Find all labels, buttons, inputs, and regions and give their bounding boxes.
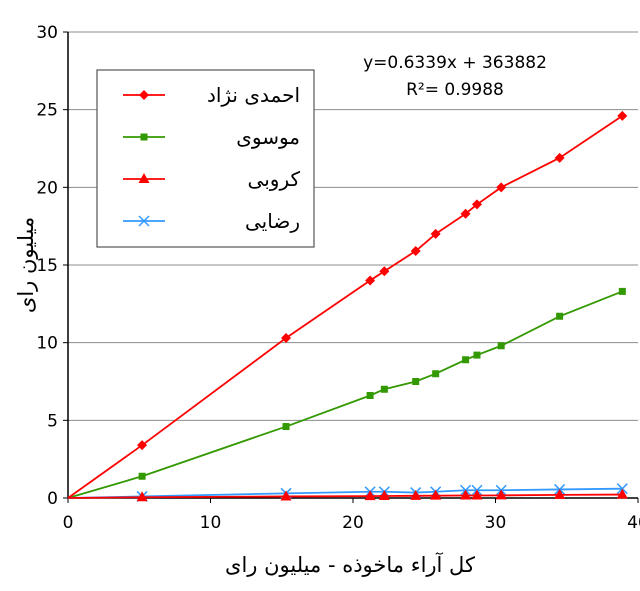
data-point xyxy=(460,208,471,219)
legend-marker-2 xyxy=(138,173,150,183)
legend-label-2: کروبی xyxy=(248,167,301,191)
series-line-3 xyxy=(67,487,623,499)
legend-marker-0 xyxy=(139,90,149,100)
x-tick-label: 10 xyxy=(200,513,222,533)
x-tick-labels: 0 10 20 30 40 xyxy=(63,513,640,533)
series-group xyxy=(67,110,628,502)
y-axis-label: میلیون رای xyxy=(14,217,38,313)
data-point xyxy=(280,490,292,501)
data-point xyxy=(378,489,390,500)
legend-label-0: احمدی نژاد xyxy=(207,83,300,107)
legend-marker-3 xyxy=(138,215,150,227)
y-tick-label: 15 xyxy=(36,256,58,276)
data-point xyxy=(412,378,420,385)
data-point xyxy=(473,351,481,359)
y-tick-label: 25 xyxy=(36,101,58,121)
x-tick-label: 20 xyxy=(342,513,364,533)
data-point xyxy=(462,356,470,364)
data-point xyxy=(380,385,388,393)
data-point xyxy=(137,440,148,451)
data-point xyxy=(430,489,442,500)
data-point xyxy=(410,489,422,500)
data-point xyxy=(497,342,505,350)
y-tick-label: 20 xyxy=(36,178,58,198)
data-point xyxy=(364,490,376,501)
legend-label-1: موسوی xyxy=(236,125,300,149)
x-tick-label: 40 xyxy=(627,513,640,533)
legend-box xyxy=(96,69,315,248)
series-line-2 xyxy=(67,493,623,499)
x-tick-label: 0 xyxy=(63,513,74,533)
data-point xyxy=(379,266,390,277)
series-line-1 xyxy=(67,290,623,499)
annotation-equation: y=0.6339x + 363882 xyxy=(363,53,547,73)
data-point xyxy=(471,489,483,500)
data-point xyxy=(554,488,566,499)
data-point xyxy=(495,489,507,500)
data-point xyxy=(138,472,146,480)
data-point xyxy=(556,312,564,320)
data-point xyxy=(430,228,441,239)
data-point xyxy=(616,488,628,499)
legend-label-3: رضایی xyxy=(245,209,300,233)
data-point xyxy=(617,110,628,121)
y-tick-labels: 0 5 10 15 20 25 30 xyxy=(36,23,58,509)
legend-marker-1 xyxy=(140,133,148,141)
data-point xyxy=(365,275,376,286)
y-tick-label: 10 xyxy=(36,334,58,354)
data-point xyxy=(496,182,507,193)
y-tick-label: 0 xyxy=(47,489,58,509)
data-point xyxy=(282,423,290,431)
data-point xyxy=(432,370,440,378)
x-tick-label: 30 xyxy=(485,513,507,533)
annotation-r-squared: R²= 0.9988 xyxy=(406,80,504,100)
data-point xyxy=(281,333,292,344)
series-line-0 xyxy=(67,115,623,499)
legend: احمدی نژاد موسوی کروبی رضایی xyxy=(96,69,315,248)
y-tick-label: 5 xyxy=(47,411,58,431)
data-point xyxy=(460,489,472,500)
data-point xyxy=(410,246,421,257)
data-point xyxy=(471,199,482,210)
data-point xyxy=(136,491,148,502)
data-point xyxy=(366,391,374,399)
data-point xyxy=(554,152,565,163)
x-axis-label: کل آراء ماخوذه - میلیون رای xyxy=(225,552,475,577)
y-tick-label: 30 xyxy=(36,23,58,43)
data-point xyxy=(618,287,626,295)
x-marker-stroke xyxy=(138,215,150,227)
